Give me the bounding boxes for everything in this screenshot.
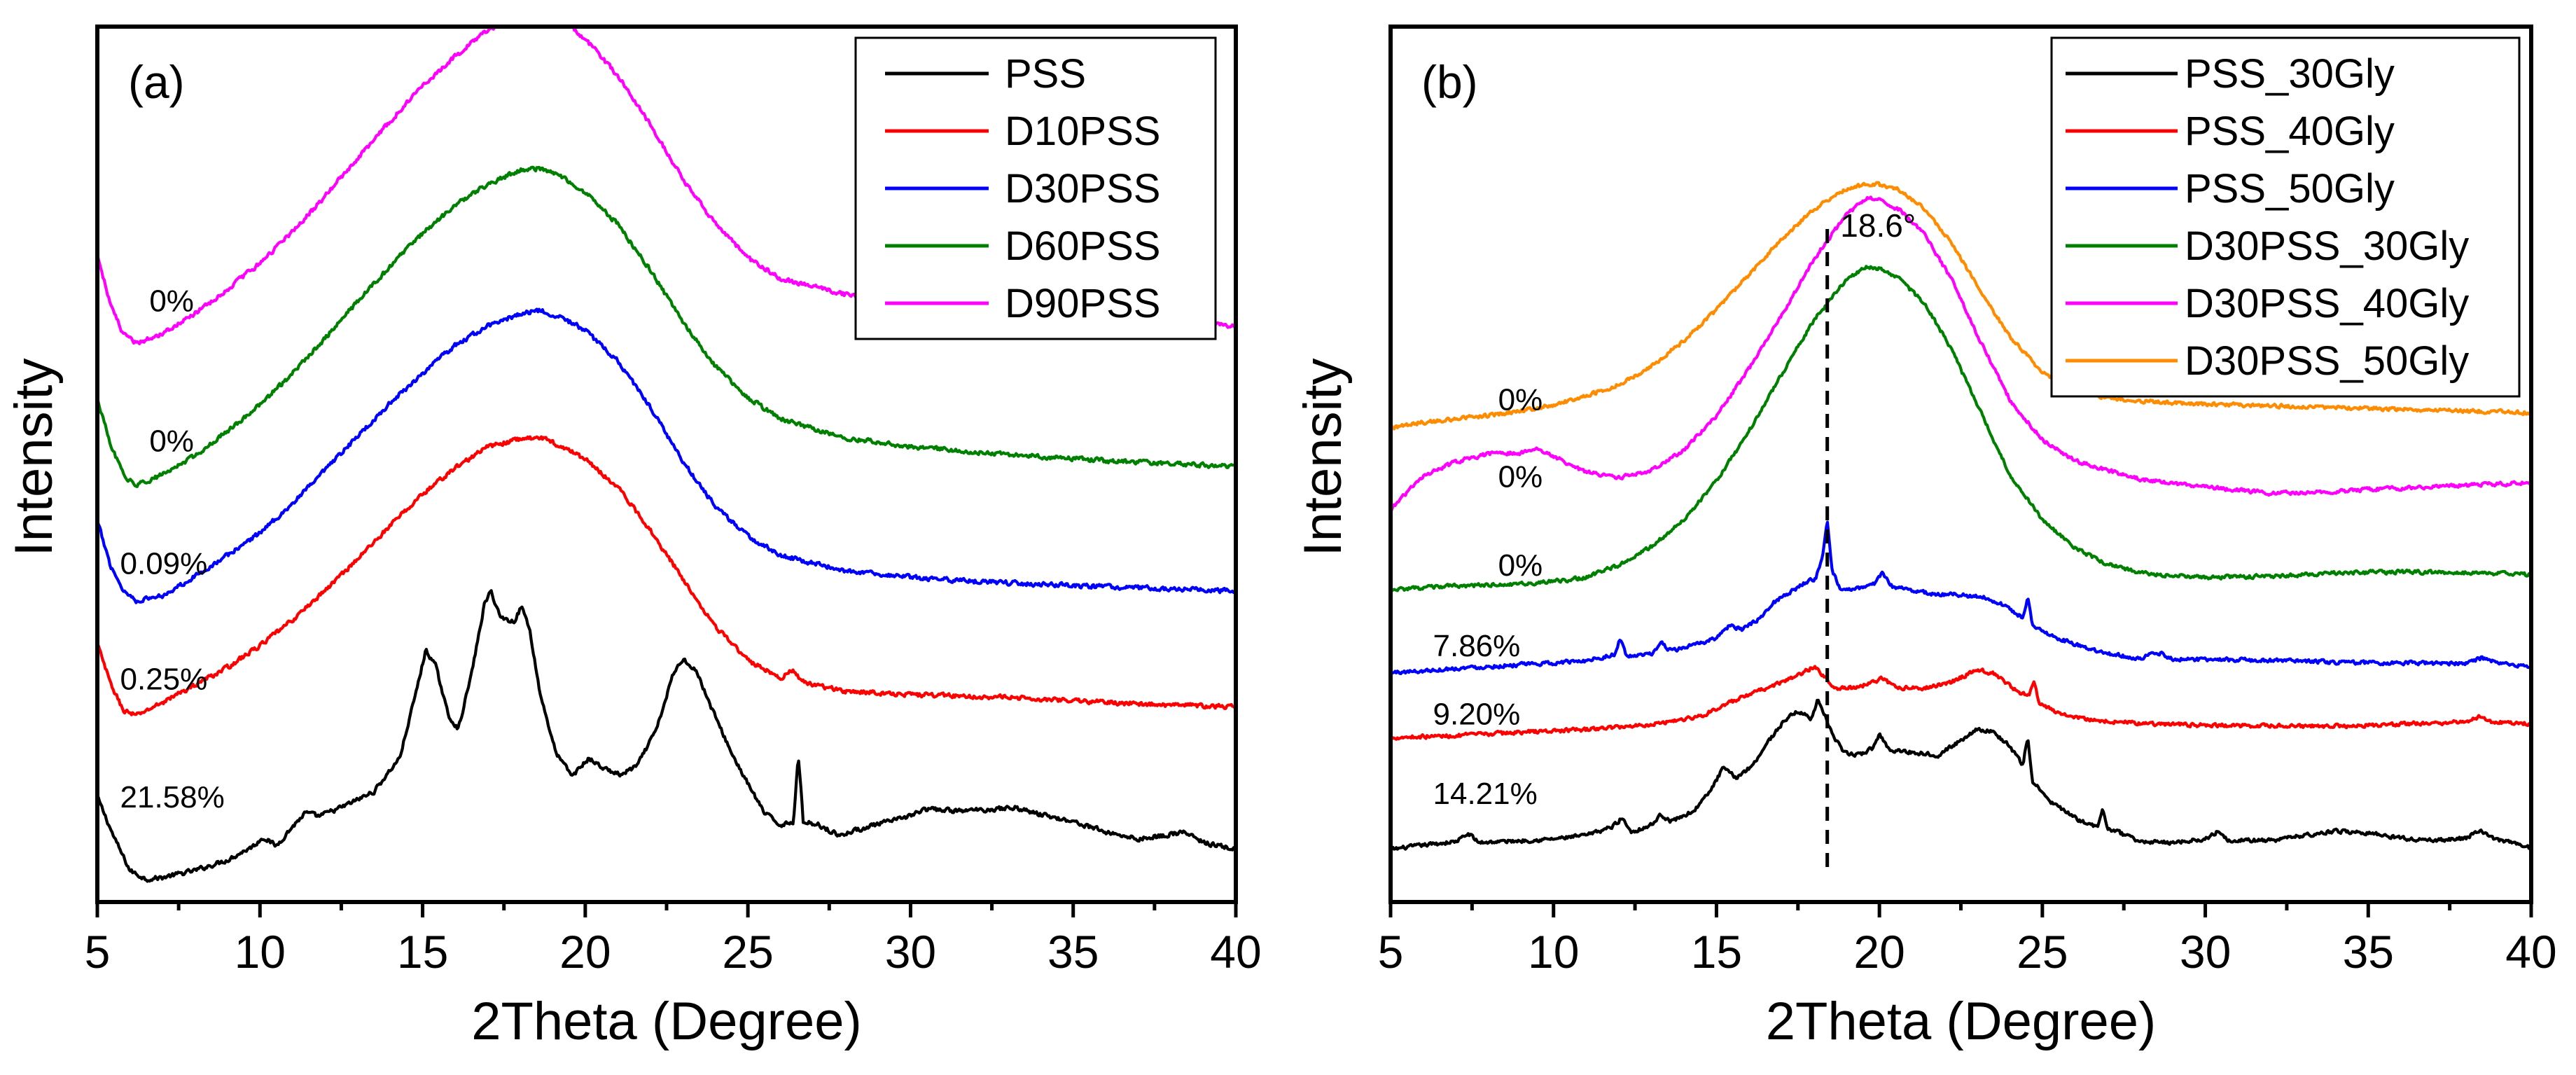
y-axis-title: Intensity — [1293, 358, 1353, 556]
percent-label-d30pss-30gly: 0% — [1498, 548, 1543, 583]
panel-a: 21.58% 0.25% 0.09% 0% 0% 5 10 15 20 25 30 35 40 2Thet… — [4, 25, 1262, 1051]
percent-label-pss-30gly: 14.21% — [1433, 777, 1538, 811]
legend-frame — [2050, 36, 2521, 398]
series-line-d30pss-50gly — [1391, 181, 2531, 431]
series-line-pss-40gly — [1391, 665, 2531, 741]
percent-label-d30pss: 0.09% — [120, 546, 208, 581]
legend-entry-d60pss: D60PSS — [1005, 223, 1160, 269]
series-line-pss-30gly — [1391, 698, 2531, 851]
x-tick-label: 20 — [1853, 926, 1905, 978]
legend-entry-d30pss-50gly: D30PSS_50Gly — [2185, 338, 2469, 384]
x-tick-label: 5 — [85, 926, 111, 978]
series-line-pss-50gly — [1391, 520, 2531, 676]
percent-label-pss: 21.58% — [120, 780, 225, 814]
series-group — [1391, 181, 2531, 851]
x-tick-label: 35 — [1047, 926, 1099, 978]
series-group — [97, 27, 1236, 883]
percent-label-pss-40gly: 9.20% — [1433, 697, 1521, 731]
x-axis-title: 2Theta (Degree) — [1766, 992, 2157, 1051]
percent-label-d60pss: 0% — [149, 424, 194, 458]
x-tick-label: 5 — [1378, 926, 1404, 978]
legend-entry-pss: PSS — [1005, 51, 1086, 97]
x-tick-label: 30 — [885, 926, 936, 978]
percent-label-pss-50gly: 7.86% — [1433, 629, 1521, 663]
percent-label-d30pss-50gly: 0% — [1498, 383, 1543, 417]
x-tick-label: 20 — [559, 926, 611, 978]
x-tick-label: 25 — [722, 926, 773, 978]
percent-label-d10pss: 0.25% — [120, 662, 208, 696]
legend-entry-d30pss: D30PSS — [1005, 166, 1160, 211]
x-tick-label: 35 — [2343, 926, 2394, 978]
y-axis-title: Intensity — [4, 358, 64, 556]
x-tick-label: 10 — [235, 926, 286, 978]
x-tick-label: 40 — [1210, 926, 1261, 978]
series-line-d60pss — [97, 165, 1236, 488]
series-line-d30pss — [97, 307, 1236, 604]
panel-label: (b) — [1421, 56, 1478, 108]
legend: PSS_30Gly PSS_40Gly PSS_50Gly D30PSS_30Gly D… — [2050, 36, 2521, 398]
panel-label: (a) — [128, 56, 185, 108]
x-axis-title: 2Theta (Degree) — [471, 992, 862, 1051]
legend-entry-d90pss: D90PSS — [1005, 281, 1160, 326]
legend-entry-d30pss-40gly: D30PSS_40Gly — [2185, 281, 2469, 326]
legend: PSS D10PSS D30PSS D60PSS D90PSS — [854, 36, 1217, 340]
legend-entry-d10pss: D10PSS — [1005, 109, 1160, 154]
series-line-pss — [97, 589, 1236, 883]
x-tick-label: 30 — [2180, 926, 2231, 978]
x-tick-label: 10 — [1528, 926, 1579, 978]
x-tick-label: 15 — [397, 926, 448, 978]
percent-label-d90pss: 0% — [149, 284, 194, 318]
x-tick-label: 25 — [2017, 926, 2068, 978]
panel-b: 14.21% 9.20% 7.86% 0% 0% 0% 18.6° 5 10 15 20 25 30 35… — [1293, 25, 2557, 1051]
series-line-d30pss-40gly — [1391, 195, 2531, 512]
legend-entry-pss-30gly: PSS_30Gly — [2185, 51, 2395, 97]
legend-entry-pss-50gly: PSS_50Gly — [2185, 166, 2395, 211]
peak-marker-label: 18.6° — [1840, 207, 1916, 244]
x-tick-label: 40 — [2505, 926, 2556, 978]
legend-entry-d30pss-30gly: D30PSS_30Gly — [2185, 223, 2469, 269]
x-tick-label: 15 — [1691, 926, 1742, 978]
series-line-d10pss — [97, 435, 1236, 716]
series-line-d30pss-30gly — [1391, 265, 2531, 592]
legend-entry-pss-40gly: PSS_40Gly — [2185, 109, 2395, 154]
percent-label-d30pss-40gly: 0% — [1498, 460, 1543, 494]
